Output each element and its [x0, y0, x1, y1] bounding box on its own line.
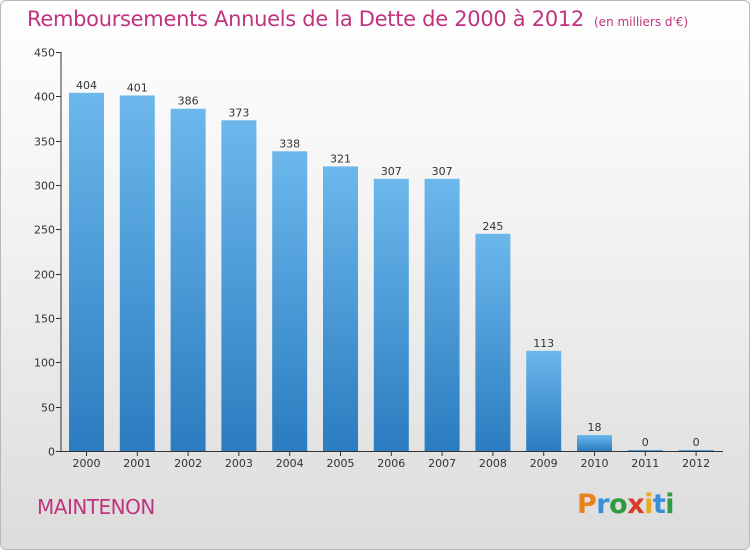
x-tick-label: 2002 — [174, 457, 202, 470]
bar-2000 — [69, 92, 104, 451]
y-tick-label: 300 — [34, 180, 55, 193]
proxiti-logo: Proxiti — [577, 489, 675, 520]
bar-2002 — [170, 108, 206, 451]
x-tick-label: 2003 — [225, 457, 253, 470]
logo-letter: P — [577, 489, 597, 520]
y-tick-label: 400 — [34, 91, 55, 104]
x-tick-label: 2004 — [276, 457, 304, 470]
bar-2008 — [475, 233, 511, 451]
logo-letter: r — [596, 489, 610, 520]
data-label: 321 — [330, 152, 351, 165]
data-label: 307 — [432, 165, 453, 178]
chart-unit: (en milliers d'€) — [594, 15, 689, 29]
x-tick-label: 2001 — [123, 457, 151, 470]
city-name: MAINTENON — [37, 495, 155, 519]
data-label: 18 — [588, 421, 602, 434]
x-tick-label: 2007 — [428, 457, 456, 470]
data-label: 0 — [693, 436, 700, 449]
title-row: Remboursements Annuels de la Dette de 20… — [27, 7, 688, 31]
logo-letter: i — [665, 489, 675, 520]
bar-2001 — [119, 95, 155, 452]
chart-title: Remboursements Annuels de la Dette de 20… — [27, 7, 584, 31]
bar-2010 — [577, 435, 612, 451]
y-tick-label: 100 — [34, 357, 55, 370]
data-label: 0 — [642, 436, 649, 449]
x-tick-label: 2010 — [581, 457, 609, 470]
bar-2004 — [272, 151, 308, 451]
bar-2009 — [526, 350, 562, 451]
x-tick-label: 2005 — [327, 457, 355, 470]
bar-2006 — [373, 178, 409, 451]
logo-letter: o — [609, 489, 628, 520]
bar-2003 — [221, 120, 257, 452]
y-tick-label: 350 — [34, 136, 55, 149]
y-tick-label: 250 — [34, 224, 55, 237]
data-label: 113 — [533, 337, 554, 350]
x-tick-label: 2009 — [530, 457, 558, 470]
x-tick-label: 2008 — [479, 457, 507, 470]
bar-2007 — [424, 178, 460, 451]
data-label: 373 — [228, 106, 249, 119]
data-label: 245 — [482, 220, 503, 233]
data-label: 338 — [279, 137, 300, 150]
logo-letter: t — [652, 489, 666, 520]
x-tick-label: 2006 — [377, 457, 405, 470]
data-label: 401 — [127, 81, 148, 94]
x-tick-label: 2011 — [631, 457, 659, 470]
bar-2005 — [323, 166, 358, 451]
logo-letter: i — [644, 489, 653, 520]
logo-letter: x — [627, 489, 645, 520]
x-tick-label: 2000 — [73, 457, 101, 470]
y-tick-label: 50 — [41, 402, 55, 415]
data-label: 307 — [381, 165, 402, 178]
y-tick-label: 0 — [48, 446, 55, 459]
y-tick-label: 150 — [34, 313, 55, 326]
x-tick-label: 2012 — [682, 457, 710, 470]
bar-2011 — [627, 450, 663, 451]
data-label: 386 — [178, 95, 199, 108]
y-tick-label: 200 — [34, 269, 55, 282]
bar-2012 — [678, 450, 714, 451]
y-tick-label: 450 — [34, 47, 55, 60]
data-label: 404 — [76, 79, 97, 92]
